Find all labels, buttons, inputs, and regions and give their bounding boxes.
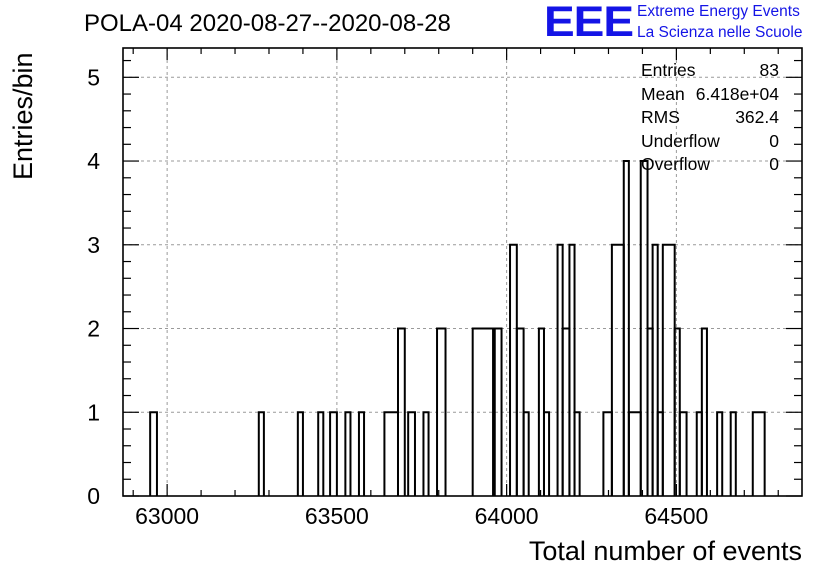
x-tick-label: 64000 xyxy=(475,503,539,529)
histogram-bin xyxy=(729,411,737,496)
y-tick-label: 5 xyxy=(87,64,100,90)
plot-frame xyxy=(122,47,803,497)
y-axis-label: Entries/bin xyxy=(8,52,38,180)
eee-logo-line-1: Extreme Energy Events xyxy=(637,3,800,20)
x-tick-label: 63500 xyxy=(305,503,369,529)
stats-box: Entries 83 Mean 6.418e+04 RMS 362.4 Unde… xyxy=(641,59,779,177)
stats-key: Mean xyxy=(641,83,685,104)
x-tick-label: 64500 xyxy=(644,503,708,529)
stats-value: 362.4 xyxy=(735,107,779,127)
histogram-bin xyxy=(568,243,576,496)
histogram-bin xyxy=(493,327,503,496)
histogram-bin xyxy=(622,160,630,496)
histogram-bin xyxy=(573,411,581,496)
histogram-bin xyxy=(396,327,406,496)
histogram-bin xyxy=(661,243,676,496)
stats-key: RMS xyxy=(641,107,680,127)
stats-key: Overflow xyxy=(641,154,711,174)
histogram-bin xyxy=(149,411,158,496)
y-tick-label: 2 xyxy=(87,316,100,342)
stats-row-rms: RMS 362.4 xyxy=(641,106,779,130)
histogram-bin xyxy=(317,411,325,496)
histogram-bin xyxy=(716,411,724,496)
histogram-bin xyxy=(422,411,430,496)
histogram-bin xyxy=(700,327,708,496)
histogram-bin xyxy=(542,411,551,496)
histogram-bin xyxy=(357,411,366,496)
stats-key: Underflow xyxy=(641,130,720,151)
histogram-bin xyxy=(651,243,659,496)
x-axis-label: Total number of events xyxy=(528,536,802,566)
stats-row-mean: Mean 6.418e+04 xyxy=(641,83,779,107)
y-tick-label: 1 xyxy=(87,399,100,425)
histogram-bin xyxy=(678,411,688,496)
chart-title: POLA-04 2020-08-27--2020-08-28 xyxy=(84,10,451,37)
histogram-bin xyxy=(436,327,447,496)
histogram-bin xyxy=(627,411,642,496)
histogram-bin xyxy=(296,411,304,496)
eee-logo-line-2: La Scienza nelle Scuole xyxy=(637,24,803,41)
histogram-bin xyxy=(407,411,416,496)
stats-value: 0 xyxy=(769,154,779,174)
histogram-bin xyxy=(257,411,265,496)
histogram-bin xyxy=(329,411,338,496)
x-tick-label: 63000 xyxy=(135,503,199,529)
histogram-bin xyxy=(383,411,399,496)
histogram-bin xyxy=(344,411,352,496)
stats-row-entries: Entries 83 xyxy=(641,59,779,83)
histogram-bin xyxy=(610,243,625,496)
y-tick-label: 0 xyxy=(87,483,100,509)
stats-key: Entries xyxy=(641,60,696,80)
eee-logo: EEE xyxy=(544,0,634,46)
stats-value: 6.418e+04 xyxy=(695,83,779,104)
stats-value: 83 xyxy=(759,60,779,80)
histogram-bin xyxy=(509,243,518,496)
histogram-bin xyxy=(602,411,613,496)
histogram-bin xyxy=(751,411,766,496)
histogram-bin xyxy=(522,411,530,496)
stats-row-overflow: Overflow 0 xyxy=(641,153,779,177)
y-tick-label: 4 xyxy=(87,148,100,174)
stats-row-underflow: Underflow 0 xyxy=(641,130,779,154)
y-tick-label: 3 xyxy=(87,232,100,258)
histogram-bin xyxy=(471,327,495,496)
stats-value: 0 xyxy=(769,130,779,151)
